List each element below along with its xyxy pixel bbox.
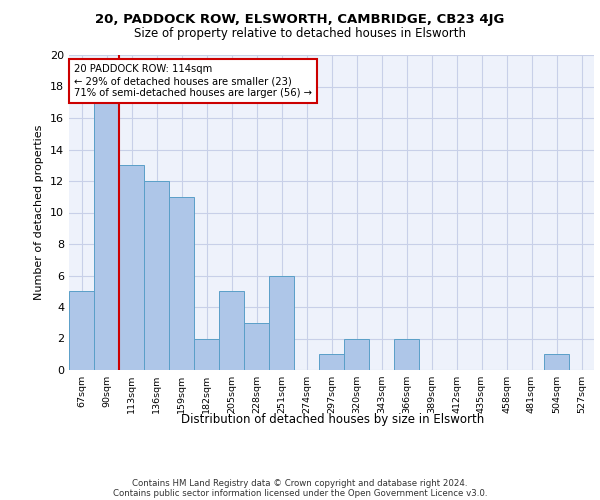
Text: Contains HM Land Registry data © Crown copyright and database right 2024.: Contains HM Land Registry data © Crown c…	[132, 478, 468, 488]
Bar	[169, 196, 194, 370]
Bar	[319, 354, 344, 370]
Text: 20 PADDOCK ROW: 114sqm
← 29% of detached houses are smaller (23)
71% of semi-det: 20 PADDOCK ROW: 114sqm ← 29% of detached…	[74, 64, 312, 98]
Text: 20, PADDOCK ROW, ELSWORTH, CAMBRIDGE, CB23 4JG: 20, PADDOCK ROW, ELSWORTH, CAMBRIDGE, CB…	[95, 12, 505, 26]
Text: Size of property relative to detached houses in Elsworth: Size of property relative to detached ho…	[134, 28, 466, 40]
Bar	[244, 323, 269, 370]
Bar	[119, 165, 144, 370]
Bar	[94, 102, 119, 370]
Bar	[269, 276, 294, 370]
Bar	[344, 338, 369, 370]
Text: Contains public sector information licensed under the Open Government Licence v3: Contains public sector information licen…	[113, 488, 487, 498]
Text: Distribution of detached houses by size in Elsworth: Distribution of detached houses by size …	[181, 412, 485, 426]
Bar	[144, 181, 169, 370]
Bar	[544, 354, 569, 370]
Y-axis label: Number of detached properties: Number of detached properties	[34, 125, 44, 300]
Bar	[394, 338, 419, 370]
Bar	[194, 338, 219, 370]
Bar	[219, 291, 244, 370]
Bar	[69, 291, 94, 370]
